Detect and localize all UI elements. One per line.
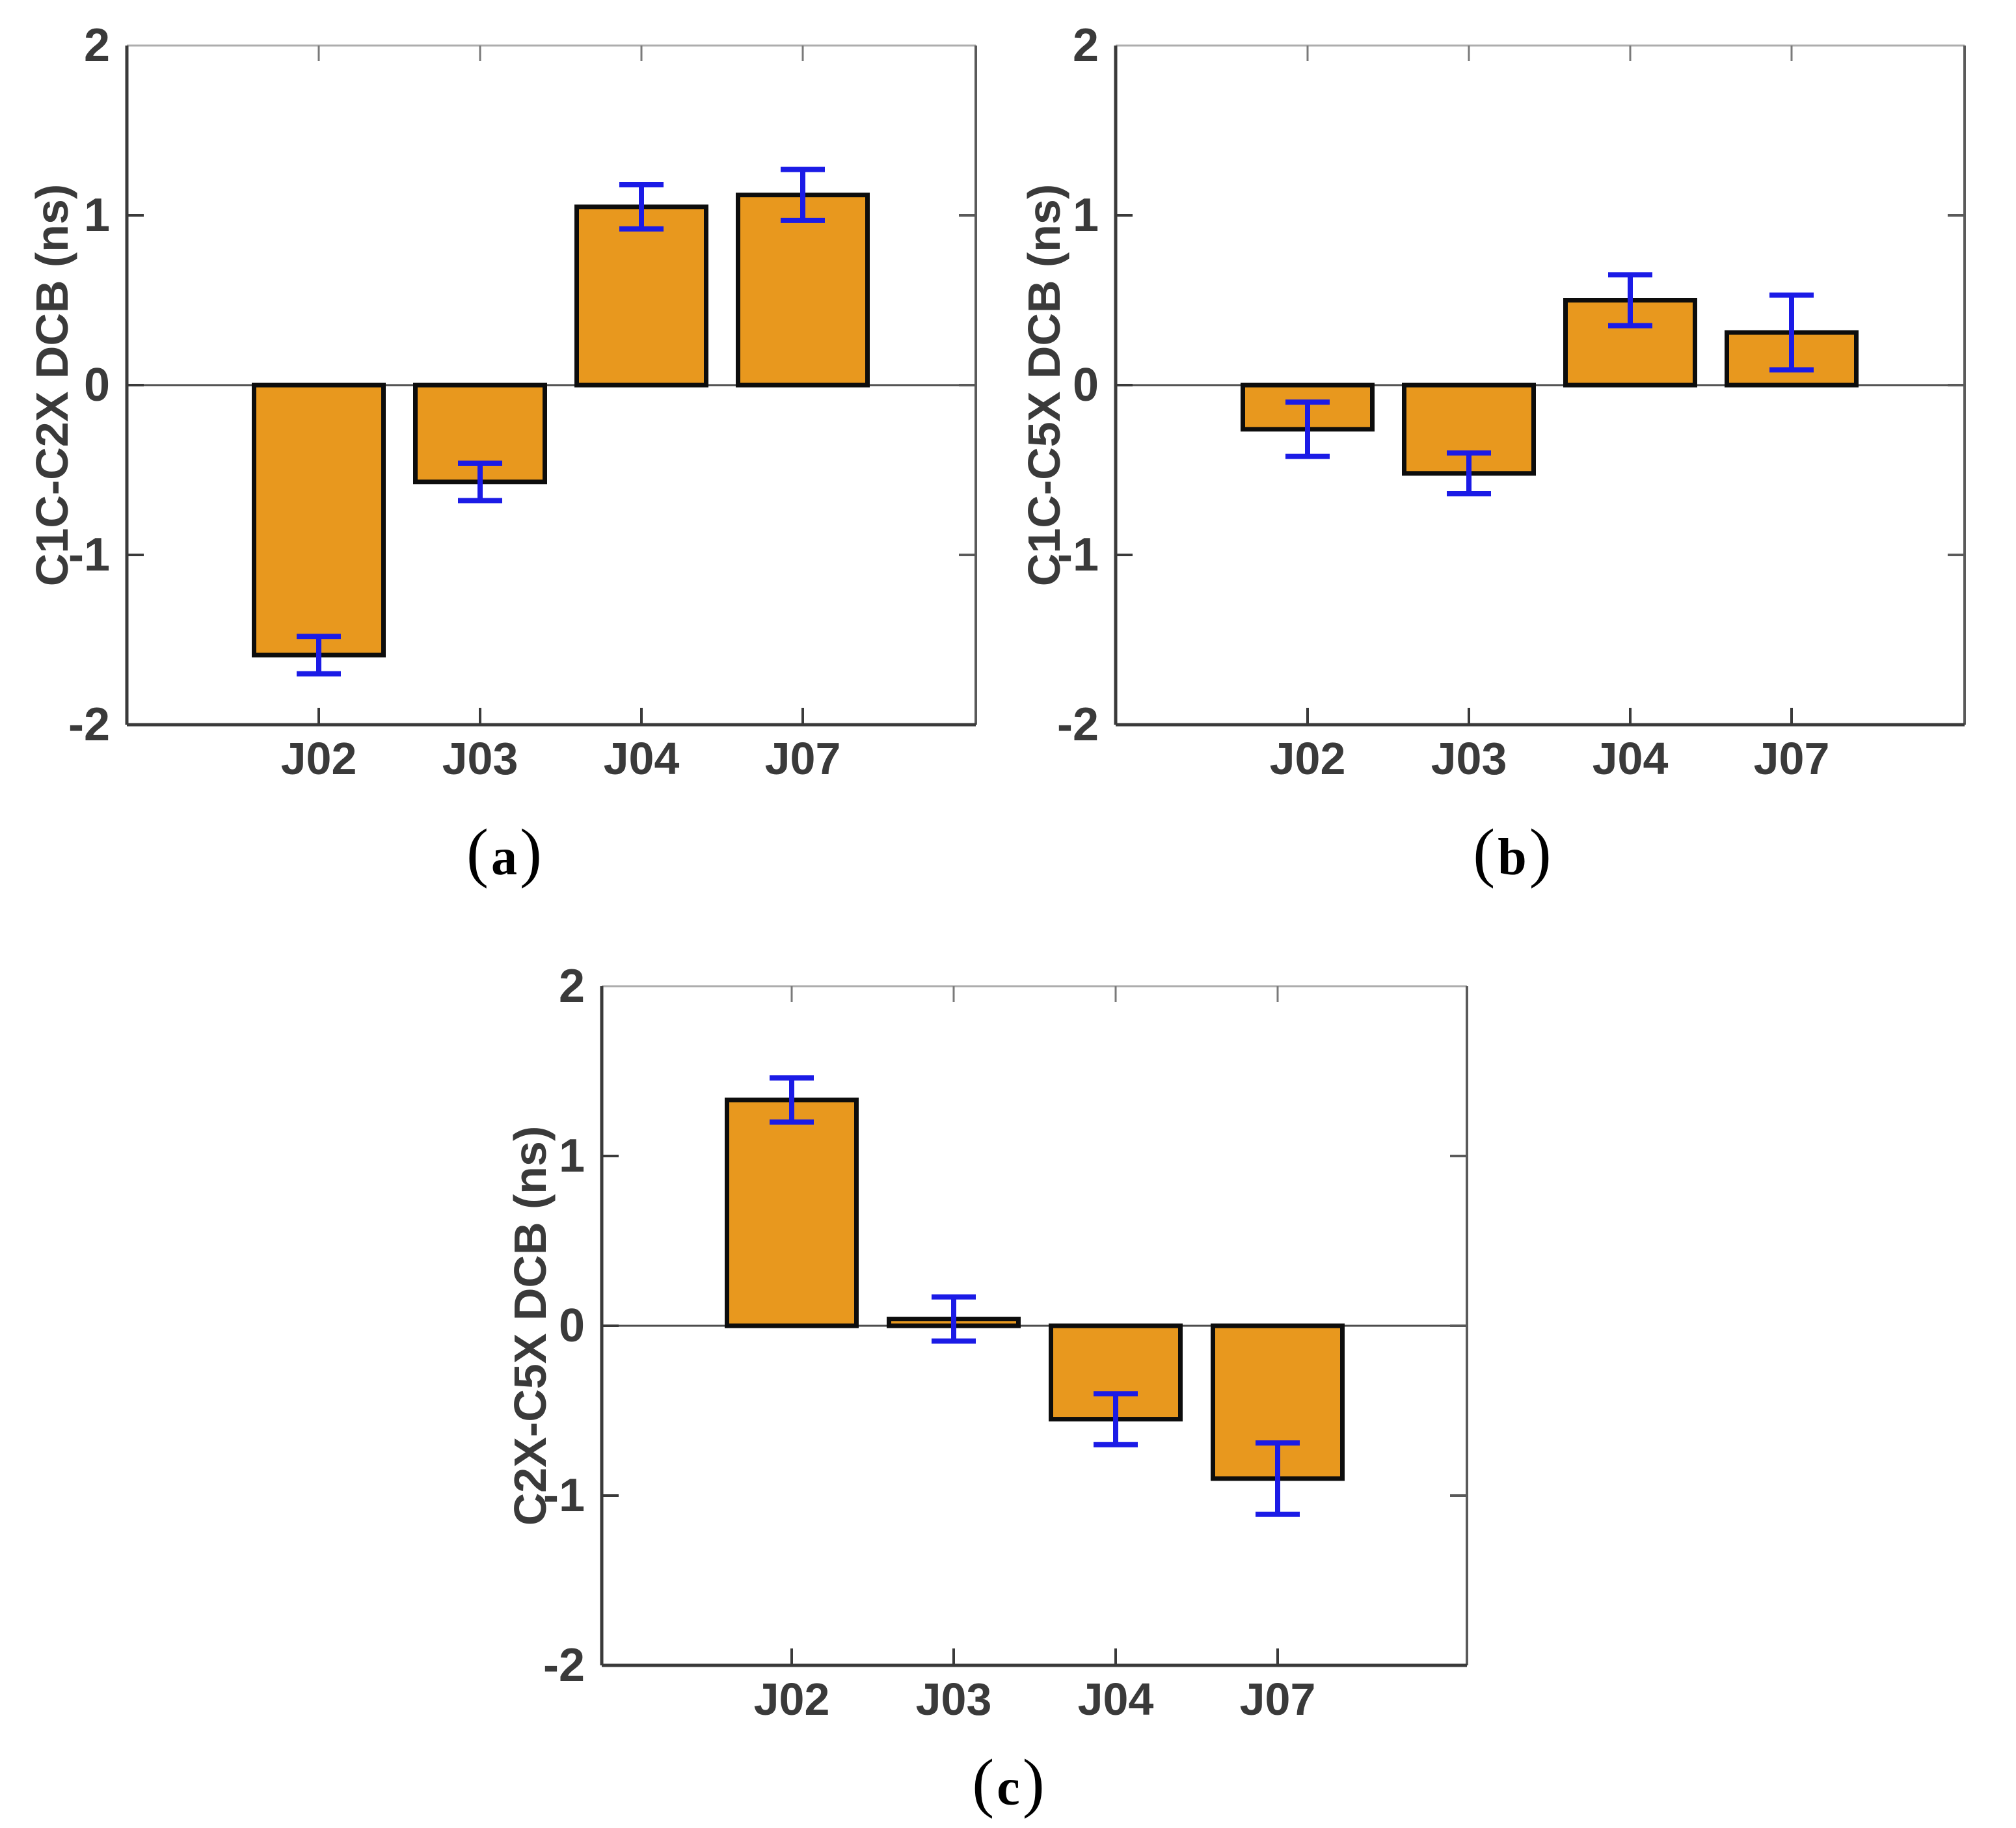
chart-c: -2 -1 0 1 2 J02 J03 J04 J07 C2X-C5X DCB (ns) (c) [504, 911, 1512, 1828]
caption-b-letter: b [1498, 829, 1527, 886]
error-bar-J07 [1769, 292, 1814, 373]
bar-chart-b: -2 -1 0 1 2 J02 J03 J04 J07 C1C-C5X DCB (ns) [1019, 20, 1966, 784]
y-tick-label-1: 1 [1073, 189, 1099, 241]
error-bar-J07 [781, 167, 825, 223]
y-tick-label--2: -2 [543, 1639, 585, 1691]
error-bar-J03 [932, 1294, 976, 1344]
chart-b: -2 -1 0 1 2 J02 J03 J04 J07 C1C-C5X DCB (ns) (b) [1008, 0, 2016, 911]
caption-a-open: ( [466, 816, 489, 889]
caption-a: (a) [0, 814, 1008, 891]
caption-b-open: ( [1473, 816, 1496, 889]
y-tick-label-0: 0 [1073, 359, 1099, 411]
x-tick-label-J02: J02 [281, 733, 357, 784]
error-bar-J04 [1608, 272, 1652, 329]
error-bar-J02 [770, 1075, 814, 1125]
error-bar-J07 [1256, 1440, 1300, 1517]
bar-chart-c: -2 -1 0 1 2 J02 J03 J04 J07 C2X-C5X DCB (ns) [505, 960, 1468, 1725]
y-tick-label--1: -1 [1057, 529, 1099, 581]
caption-b-close: ) [1529, 816, 1552, 889]
y-tick-label--1: -1 [68, 529, 110, 581]
y-tick-label--2: -2 [1057, 699, 1099, 751]
x-tick-label-J04: J04 [604, 733, 680, 784]
y-tick-label-2: 2 [84, 20, 110, 72]
y-tick-label-2: 2 [559, 960, 585, 1012]
x-tick-label-J04: J04 [1593, 733, 1669, 784]
y-axis-label: C2X-C5X DCB (ns) [505, 1126, 556, 1526]
caption-c: (c) [504, 1745, 1512, 1821]
x-tick-label-J07: J07 [765, 733, 841, 784]
bar-J02 [725, 1097, 859, 1328]
caption-c-close: ) [1022, 1746, 1045, 1820]
y-tick-label--1: -1 [543, 1470, 585, 1522]
x-tick-label-J07: J07 [1240, 1674, 1316, 1725]
caption-c-open: ( [972, 1746, 995, 1820]
x-tick-label-J02: J02 [1270, 733, 1346, 784]
bar-chart-a: -2 -1 0 1 2 J02 J03 J04 J07 C1C-C2X DCB (ns) [27, 20, 977, 784]
chart-a: -2 -1 0 1 2 J02 J03 J04 J07 C1C-C2X DCB (ns) (a) [0, 0, 1008, 911]
error-bar-J02 [1285, 399, 1330, 459]
error-bar-J03 [458, 461, 502, 504]
x-tick-label-J02: J02 [754, 1674, 830, 1725]
y-tick-label-2: 2 [1073, 20, 1099, 72]
y-tick-label-1: 1 [84, 189, 110, 241]
error-bar-J02 [297, 634, 341, 677]
y-tick-label-0: 0 [559, 1300, 585, 1352]
x-tick-label-J03: J03 [916, 1674, 992, 1725]
error-bar-J04 [1094, 1391, 1138, 1447]
y-tick-label-0: 0 [84, 359, 110, 411]
caption-a-letter: a [491, 829, 517, 886]
bar-J07 [736, 193, 870, 388]
x-tick-label-J03: J03 [442, 733, 518, 784]
bar-J04 [574, 204, 708, 388]
x-tick-label-J04: J04 [1078, 1674, 1154, 1725]
x-tick-label-J03: J03 [1431, 733, 1507, 784]
x-tick-label-J07: J07 [1754, 733, 1830, 784]
y-tick-label-1: 1 [559, 1130, 585, 1182]
caption-b: (b) [1008, 814, 2016, 891]
y-axis-label: C1C-C2X DCB (ns) [27, 184, 77, 586]
y-tick-label--2: -2 [68, 699, 110, 751]
bar-J02 [252, 383, 386, 658]
error-bar-J04 [619, 182, 664, 232]
y-axis-label: C1C-C5X DCB (ns) [1019, 184, 1069, 586]
caption-c-letter: c [997, 1759, 1020, 1816]
error-bar-J03 [1447, 450, 1491, 497]
caption-a-close: ) [520, 816, 542, 889]
